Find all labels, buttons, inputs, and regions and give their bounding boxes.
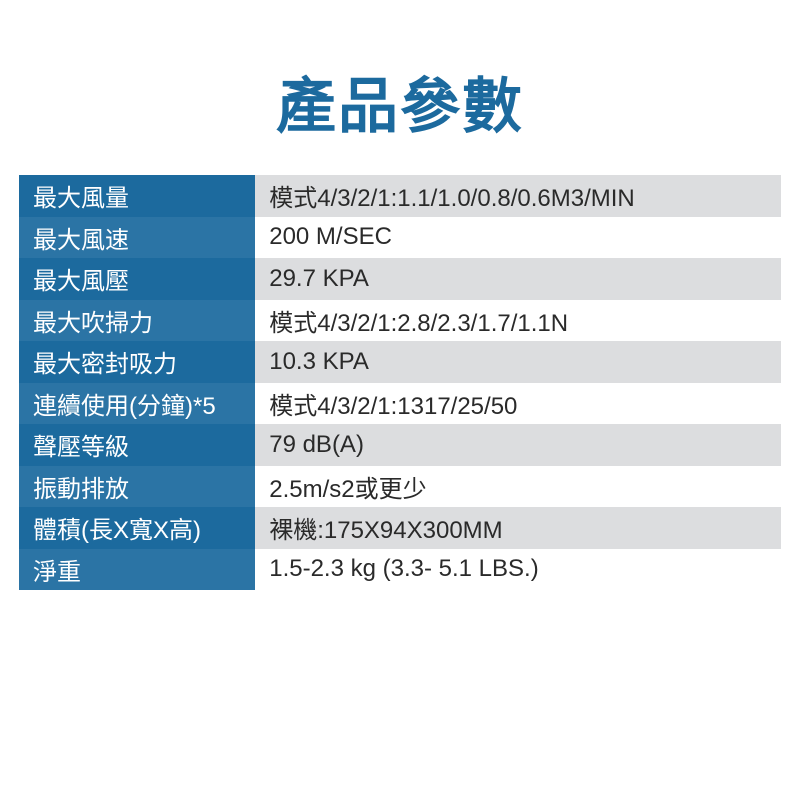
- table-row: 最大吹掃力 模式4/3/2/1:2.8/2.3/1.7/1.1N: [19, 300, 781, 342]
- spec-table-body: 最大風量 模式4/3/2/1:1.1/1.0/0.8/0.6M3/MIN 最大風…: [19, 175, 781, 590]
- spec-value: 200 M/SEC: [255, 217, 781, 259]
- spec-table: 最大風量 模式4/3/2/1:1.1/1.0/0.8/0.6M3/MIN 最大風…: [19, 175, 781, 590]
- table-row: 振動排放 2.5m/s2或更少: [19, 466, 781, 508]
- spec-label: 體積(長X寬X高): [19, 507, 255, 549]
- spec-label: 振動排放: [19, 466, 255, 508]
- table-row: 連續使用(分鐘)*5 模式4/3/2/1:1317/25/50: [19, 383, 781, 425]
- page-title: 產品參數: [276, 58, 524, 145]
- spec-label: 聲壓等級: [19, 424, 255, 466]
- spec-value: 2.5m/s2或更少: [255, 466, 781, 508]
- spec-label: 連續使用(分鐘)*5: [19, 383, 255, 425]
- spec-value: 模式4/3/2/1:1317/25/50: [255, 383, 781, 425]
- spec-label: 最大密封吸力: [19, 341, 255, 383]
- spec-label: 最大風速: [19, 217, 255, 259]
- spec-label: 最大吹掃力: [19, 300, 255, 342]
- spec-value: 模式4/3/2/1:1.1/1.0/0.8/0.6M3/MIN: [255, 175, 781, 217]
- spec-value: 79 dB(A): [255, 424, 781, 466]
- table-row: 最大風量 模式4/3/2/1:1.1/1.0/0.8/0.6M3/MIN: [19, 175, 781, 217]
- spec-value: 10.3 KPA: [255, 341, 781, 383]
- spec-value: 1.5-2.3 kg (3.3- 5.1 LBS.): [255, 549, 781, 591]
- spec-label: 最大風量: [19, 175, 255, 217]
- spec-value: 裸機:175X94X300MM: [255, 507, 781, 549]
- spec-label: 最大風壓: [19, 258, 255, 300]
- table-row: 淨重 1.5-2.3 kg (3.3- 5.1 LBS.): [19, 549, 781, 591]
- table-row: 最大密封吸力 10.3 KPA: [19, 341, 781, 383]
- table-row: 聲壓等級 79 dB(A): [19, 424, 781, 466]
- spec-label: 淨重: [19, 549, 255, 591]
- table-row: 最大風速 200 M/SEC: [19, 217, 781, 259]
- spec-value: 模式4/3/2/1:2.8/2.3/1.7/1.1N: [255, 300, 781, 342]
- spec-value: 29.7 KPA: [255, 258, 781, 300]
- table-row: 體積(長X寬X高) 裸機:175X94X300MM: [19, 507, 781, 549]
- table-row: 最大風壓 29.7 KPA: [19, 258, 781, 300]
